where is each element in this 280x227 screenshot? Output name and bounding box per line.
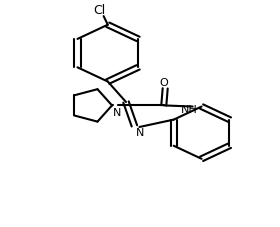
Text: Cl: Cl bbox=[93, 4, 106, 17]
Text: N: N bbox=[113, 107, 121, 117]
Text: O: O bbox=[159, 77, 168, 87]
Text: NH: NH bbox=[181, 104, 197, 114]
Text: N: N bbox=[136, 127, 144, 137]
